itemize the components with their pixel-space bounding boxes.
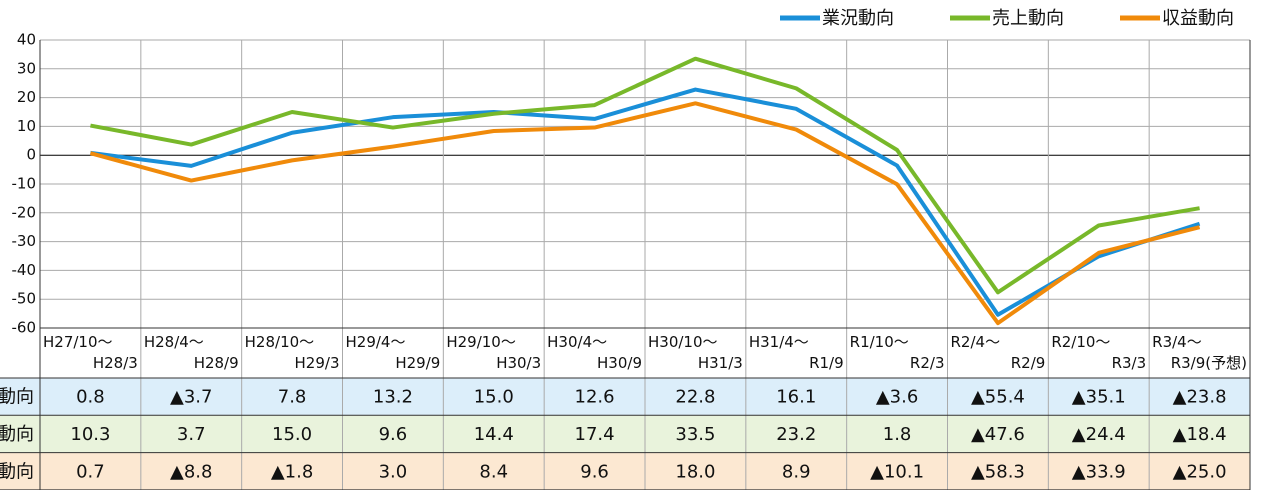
x-tick-label: H27/10～ H28/3	[43, 333, 138, 372]
y-tick-label: 20	[17, 88, 36, 106]
table-value: ▲55.4	[971, 387, 1025, 408]
x-tick-label: H29/10～ H30/3	[446, 333, 541, 372]
x-tick-label: H30/4～ H30/9	[547, 333, 642, 372]
y-tick-label: 0	[26, 146, 36, 164]
table-value: 0.8	[76, 387, 105, 408]
y-tick-label: -50	[12, 290, 37, 308]
table-value: ▲8.8	[170, 461, 212, 482]
x-tick-label: H28/10～ H29/3	[245, 333, 340, 372]
table-value: 17.4	[575, 424, 615, 445]
table-value: ▲1.8	[271, 461, 313, 482]
table-value: 18.0	[675, 461, 715, 482]
table-value: 7.8	[278, 387, 307, 408]
legend-label: 収益動向	[1162, 8, 1234, 29]
table-value: 14.4	[474, 424, 514, 445]
row-label: 業況動向	[0, 387, 34, 408]
table-value: ▲24.4	[1072, 424, 1126, 445]
table-value: 10.3	[70, 424, 110, 445]
table-value: ▲58.3	[971, 461, 1025, 482]
y-tick-label: 10	[17, 117, 36, 135]
x-tick-label: R1/10～R2/3	[850, 333, 945, 372]
legend-label: 業況動向	[822, 8, 894, 29]
x-tick-label: H30/10～ H31/3	[648, 333, 743, 372]
table-row-bg	[0, 378, 1250, 416]
y-tick-label: 40	[17, 31, 36, 49]
table-value: 0.7	[76, 461, 105, 482]
table-value: 12.6	[575, 387, 615, 408]
y-tick-label: -20	[12, 203, 37, 221]
table-row-bg	[0, 415, 1250, 453]
x-tick-label: H29/4～ H29/9	[346, 333, 441, 372]
table-value: 8.9	[782, 461, 811, 482]
y-tick-label: -60	[12, 319, 37, 337]
x-tick-label: H28/4～ H28/9	[144, 333, 239, 372]
table-value: 22.8	[675, 387, 715, 408]
table-row-bg	[0, 452, 1250, 490]
x-tick-label: R2/10～R3/3	[1051, 333, 1146, 372]
series-line	[90, 56, 1200, 295]
x-tick-label: H31/4～R1/9	[749, 333, 844, 372]
table-value: 23.2	[776, 424, 816, 445]
series-line	[90, 87, 1201, 317]
legend-label: 売上動向	[992, 8, 1064, 29]
table-value: 9.6	[580, 461, 609, 482]
table-value: ▲47.6	[971, 424, 1025, 445]
table-value: ▲23.8	[1173, 387, 1227, 408]
table-value: 15.0	[272, 424, 312, 445]
table-value: 13.2	[373, 387, 413, 408]
table-value: 3.7	[177, 424, 206, 445]
series-line	[89, 101, 1201, 326]
table-value: 9.6	[379, 424, 408, 445]
row-label: 収益動向	[0, 461, 34, 482]
table-value: 16.1	[776, 387, 816, 408]
y-tick-label: -10	[12, 175, 37, 193]
row-label: 売上動向	[0, 424, 34, 445]
table-value: ▲3.6	[876, 387, 918, 408]
table-value: 15.0	[474, 387, 514, 408]
y-tick-label: -40	[12, 261, 37, 279]
table-value: 3.0	[379, 461, 408, 482]
y-tick-label: -30	[12, 232, 37, 250]
table-value: 33.5	[675, 424, 715, 445]
y-tick-label: 30	[17, 59, 36, 77]
table-value: ▲33.9	[1072, 461, 1126, 482]
table-value: 1.8	[883, 424, 912, 445]
table-value: ▲18.4	[1173, 424, 1227, 445]
table-value: ▲35.1	[1072, 387, 1126, 408]
x-tick-label: R2/4～R2/9	[951, 333, 1046, 372]
x-tick-label: R3/4～ R3/9(予想)	[1152, 333, 1247, 372]
table-value: ▲10.1	[870, 461, 924, 482]
table-value: 8.4	[479, 461, 508, 482]
table-value: ▲3.7	[170, 387, 212, 408]
table-value: ▲25.0	[1173, 461, 1227, 482]
